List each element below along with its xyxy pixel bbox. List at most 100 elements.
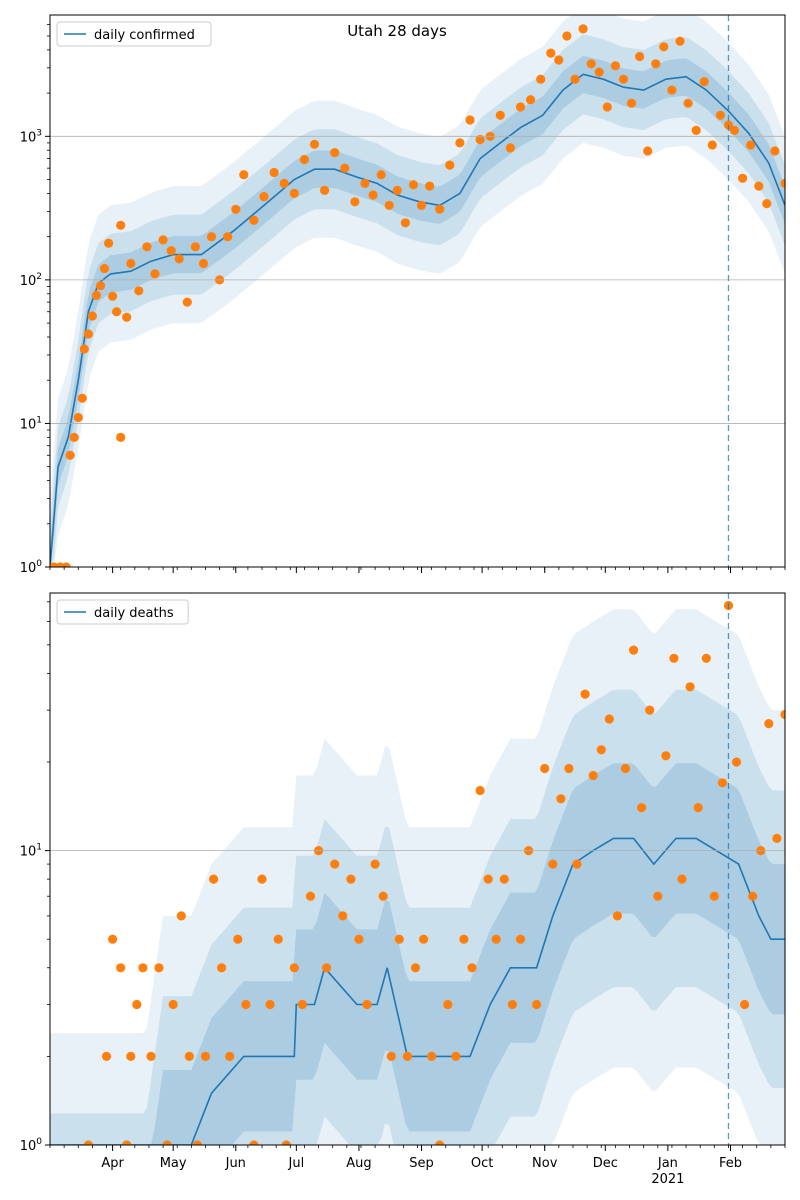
data-point <box>158 235 168 245</box>
data-point <box>572 859 582 869</box>
data-point <box>738 173 748 183</box>
data-point <box>746 140 756 150</box>
data-point <box>223 232 233 242</box>
data-point <box>257 874 267 884</box>
data-point <box>610 61 621 71</box>
data-point <box>780 178 785 188</box>
data-point <box>322 963 332 973</box>
data-point <box>491 934 501 944</box>
data-point <box>475 134 485 145</box>
data-point <box>362 999 372 1010</box>
data-point <box>384 200 394 210</box>
chart-title: Utah 28 days <box>347 22 447 40</box>
data-point <box>586 59 596 69</box>
data-point <box>217 963 227 973</box>
data-point <box>200 1051 211 1061</box>
data-point <box>515 102 526 112</box>
data-point <box>122 1140 132 1145</box>
data-point <box>499 874 509 884</box>
uncertainty-band <box>50 609 785 1145</box>
y-tick-label: 100 <box>20 559 43 576</box>
data-point <box>233 934 243 944</box>
data-point <box>505 143 515 153</box>
uncertainty-band <box>50 689 785 1145</box>
data-point <box>410 963 421 973</box>
data-point <box>138 963 148 973</box>
data-point <box>596 745 606 755</box>
data-point <box>475 785 485 796</box>
data-point <box>459 934 469 944</box>
data-point <box>685 682 695 692</box>
data-point <box>259 192 269 202</box>
data-point <box>378 891 388 901</box>
data-point <box>495 110 505 120</box>
data-point <box>104 238 114 248</box>
data-point <box>174 254 184 264</box>
data-point <box>425 181 435 191</box>
data-point <box>79 344 89 354</box>
data-point <box>540 763 550 774</box>
data-point <box>402 1051 412 1061</box>
x-tick-label: Jan <box>657 1156 678 1171</box>
data-point <box>643 146 653 156</box>
data-point <box>142 242 152 252</box>
data-point <box>162 1140 172 1145</box>
plot-area <box>50 600 785 1145</box>
data-point <box>340 163 350 173</box>
data-point <box>154 963 164 973</box>
data-point <box>618 74 629 84</box>
confirmed-panel: 100 101 102 103 daily confirmed <box>20 14 786 576</box>
data-point <box>87 311 97 321</box>
data-point <box>604 714 614 724</box>
data-point <box>451 1051 461 1061</box>
uncertainty-band <box>50 15 785 567</box>
data-point <box>754 181 764 191</box>
data-point <box>73 412 83 423</box>
x-tick-label: Apr <box>101 1156 124 1171</box>
data-point <box>740 999 750 1010</box>
data-point <box>126 258 136 269</box>
data-point <box>526 95 536 105</box>
data-point <box>536 74 546 84</box>
deaths-panel: 100 101 Apr May Jun Jul Aug Sep Oct Nov Dec Jan Feb 2… <box>20 592 786 1187</box>
data-point <box>729 125 740 135</box>
data-point <box>376 170 386 180</box>
data-point <box>386 1051 396 1061</box>
data-point <box>99 263 110 274</box>
data-point <box>198 258 209 269</box>
data-point <box>134 286 144 296</box>
data-point <box>699 77 709 87</box>
data-point <box>108 291 118 301</box>
data-point <box>116 432 126 442</box>
data-point <box>675 36 685 46</box>
data-point <box>691 125 701 135</box>
data-point <box>330 148 340 158</box>
data-point <box>150 269 160 279</box>
data-point <box>661 751 671 761</box>
data-point <box>279 178 289 188</box>
data-point <box>95 281 106 291</box>
data-point <box>112 307 122 317</box>
y-tick-label: 100 <box>20 1137 43 1154</box>
data-point <box>427 1051 437 1061</box>
data-point <box>467 963 477 973</box>
data-point <box>612 911 623 921</box>
uncertainty-band <box>50 34 785 567</box>
y-tick-label: 102 <box>20 272 42 289</box>
data-point <box>206 232 217 242</box>
data-point <box>594 67 604 77</box>
data-point <box>192 1140 202 1145</box>
legend-label: daily deaths <box>94 606 174 621</box>
data-point <box>443 999 453 1010</box>
data-point <box>507 999 517 1010</box>
data-point <box>289 188 299 198</box>
data-point <box>83 329 93 339</box>
data-point <box>338 911 348 921</box>
data-point <box>241 999 251 1010</box>
data-point <box>570 74 580 84</box>
data-point <box>707 140 717 150</box>
y-tick-label: 101 <box>20 843 42 860</box>
data-point <box>629 645 639 655</box>
data-point <box>602 102 612 112</box>
data-point <box>146 1051 156 1061</box>
